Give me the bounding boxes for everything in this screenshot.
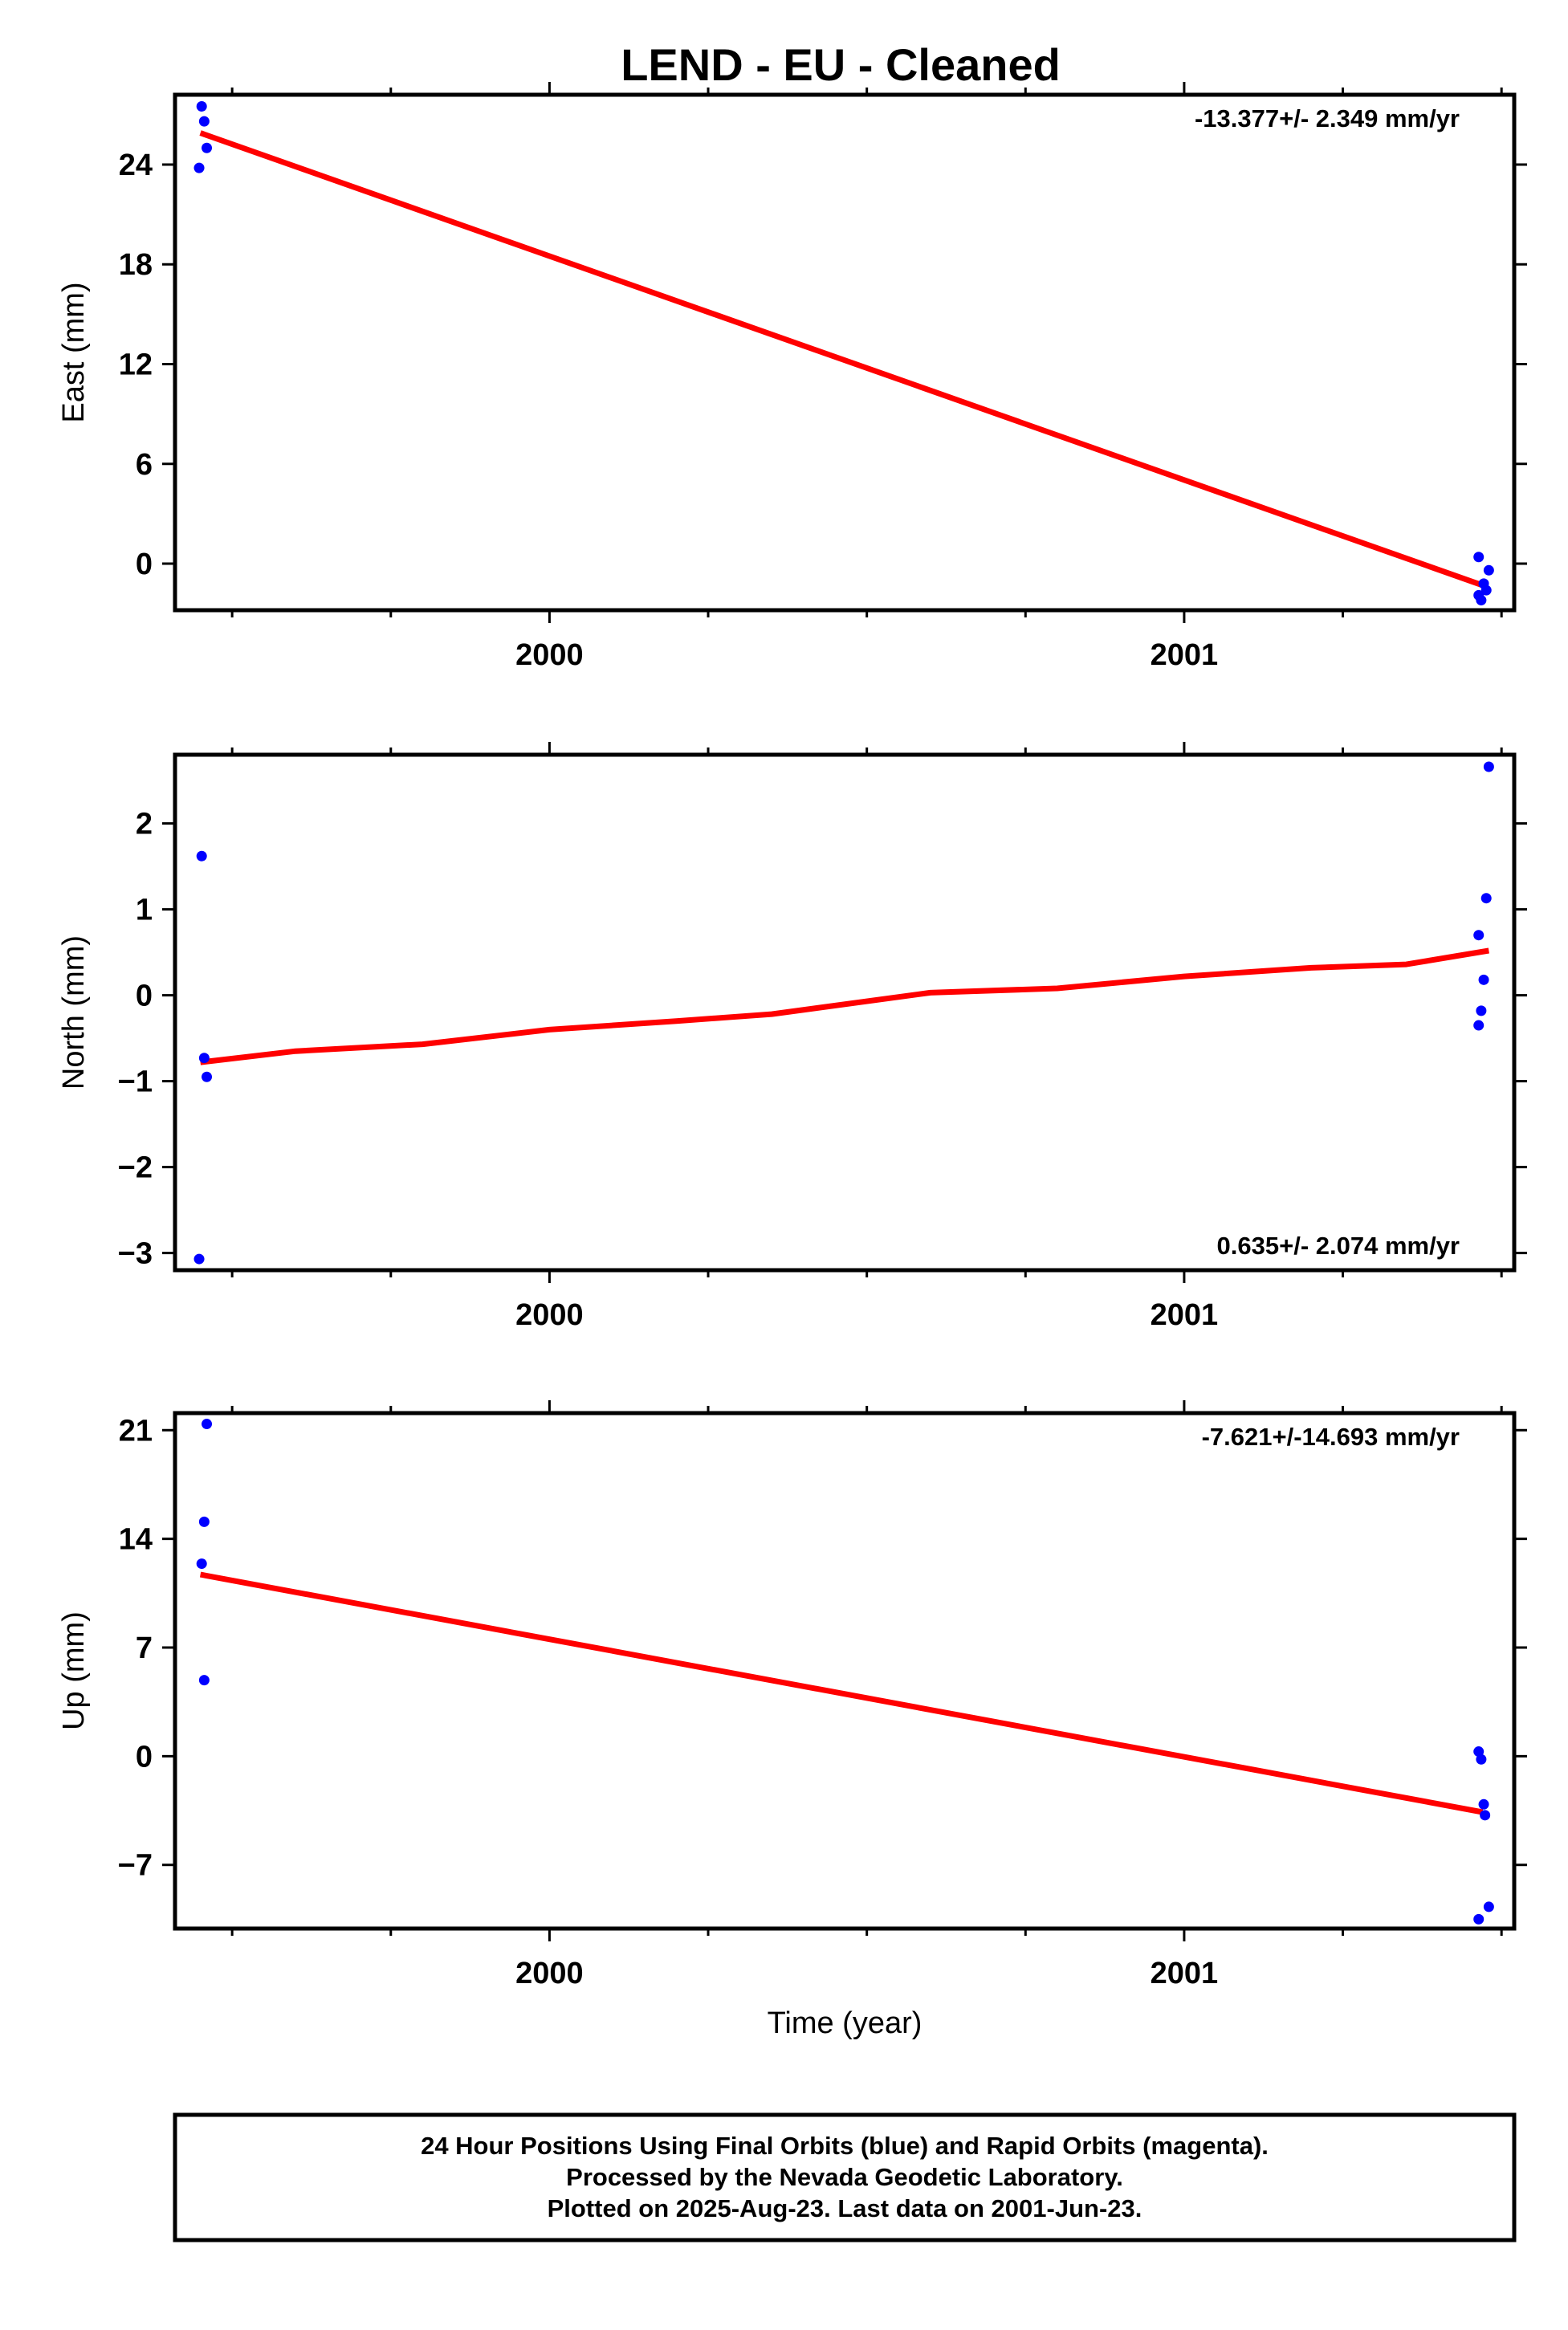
up-y-tick-label: 7 [136,1631,153,1665]
east-fit-line [199,130,1484,589]
north-data-point [1476,1005,1487,1016]
up-plot-frame [173,1411,1517,1931]
up-data-point [1483,1901,1494,1912]
east-y-tick-label: 0 [136,548,153,581]
east-y-tick-label: 6 [136,448,153,482]
up-data-point [1478,1798,1489,1810]
east-x-tick-label: 2001 [1151,638,1219,672]
footer-line-1: 24 Hour Positions Using Final Orbits (bl… [421,2132,1269,2160]
up-x-tick-label: 2001 [1151,1957,1219,1990]
north-panel: 2000 2001 −3 −2 −1 0 1 2 North (mm) 0.635+/- 2.07… [57,742,1527,1332]
north-y-tick-label: 0 [136,980,153,1013]
north-data-point [1480,893,1492,904]
up-data-point [196,1558,207,1570]
north-x-tick-label: 2001 [1151,1298,1219,1332]
north-data-point [1478,974,1489,985]
north-y-tick-label: 1 [136,894,153,927]
up-data-point [1480,1810,1491,1821]
north-data-point [202,1071,213,1082]
north-x-tick-label: 2000 [515,1298,584,1332]
north-data-point [1473,1020,1485,1031]
up-rate-label: -7.621+/-14.693 mm/yr [1202,1423,1460,1451]
north-y-tick-label: 2 [136,808,153,841]
north-data-point [1473,930,1485,941]
north-y-tick-label: −3 [118,1237,153,1271]
east-x-tick-label: 2000 [515,638,584,672]
up-y-axis-label: Up (mm) [57,1611,91,1730]
east-data-point [196,100,207,112]
north-y-tick-label: −2 [118,1151,153,1185]
east-data-point [1473,552,1485,563]
chart-title: LEND - EU - Cleaned [621,39,1061,90]
up-y-tick-label: 14 [119,1523,153,1557]
east-plot-frame [173,92,1517,613]
east-y-tick-label: 12 [119,348,153,381]
east-y-tick-label: 18 [119,248,153,282]
footer-line-3: Plotted on 2025-Aug-23. Last data on 200… [548,2194,1142,2222]
up-x-tick-label: 2000 [515,1957,584,1990]
up-data-point [1476,1754,1487,1765]
east-data-point [1483,564,1494,576]
north-rate-label: 0.635+/- 2.074 mm/yr [1217,1232,1460,1260]
north-data-point [193,1253,205,1265]
east-data-point [1476,595,1487,606]
north-plot-frame [173,752,1517,1273]
north-fit-line [200,947,1489,1065]
north-y-axis-label: North (mm) [57,935,91,1090]
east-panel: 2000 2001 0 6 12 18 24 East (mm) -13.377+/- 2.34… [57,82,1527,672]
east-data-point [1480,585,1492,596]
up-y-tick-label: 21 [119,1414,153,1448]
east-rate-label: -13.377+/- 2.349 mm/yr [1195,104,1460,132]
north-data-point [196,850,207,862]
up-y-tick-label: 0 [136,1740,153,1774]
east-y-tick-label: 24 [119,149,153,182]
up-data-point [198,1516,210,1527]
up-y-tick-label: −7 [118,1849,153,1883]
footer-line-2: Processed by the Nevada Geodetic Laborat… [566,2163,1123,2191]
up-panel: 2000 2001 −7 0 7 14 21 Up (mm) Time (year) -7.621… [57,1400,1527,2040]
east-data-point [202,142,213,153]
up-data-point [198,1675,210,1686]
up-data-point [202,1419,213,1430]
up-fit-line [199,1571,1484,1815]
east-y-axis-label: East (mm) [57,282,91,422]
up-data-point [1473,1913,1485,1925]
x-axis-label: Time (year) [768,2006,922,2040]
north-data-point [198,1053,210,1064]
north-data-point [1483,761,1494,772]
east-data-point [193,162,205,173]
east-data-point [198,116,210,127]
north-y-tick-label: −1 [118,1065,153,1099]
footer-box: 24 Hour Positions Using Final Orbits (bl… [173,2112,1517,2242]
